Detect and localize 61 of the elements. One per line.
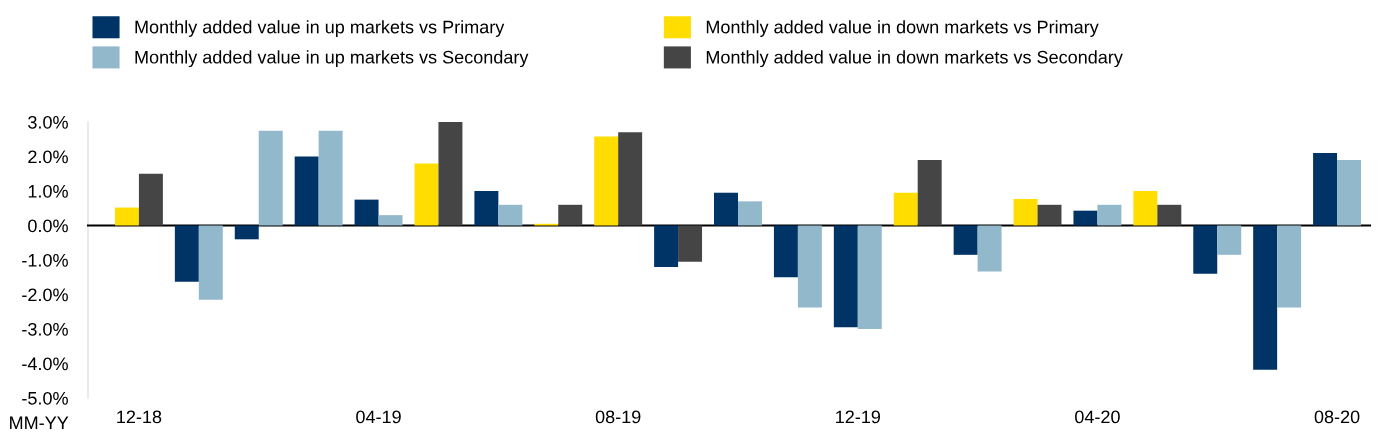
bar: [977, 225, 1002, 272]
bar: [1217, 225, 1242, 255]
y-tick-label: 2.0%: [28, 150, 68, 164]
x-tick-label: 04-20: [1075, 410, 1120, 424]
bar: [438, 122, 463, 226]
legend-label: Monthly added value in up markets vs Primary: [135, 20, 505, 37]
bar: [1193, 225, 1218, 274]
y-tick-label: -1.0%: [22, 253, 68, 267]
bar: [1013, 198, 1038, 226]
bar: [258, 130, 283, 226]
bar: [354, 199, 379, 226]
bar: [1277, 225, 1302, 308]
y-tick-label: -3.0%: [22, 322, 68, 336]
bar: [234, 225, 259, 240]
bar: [294, 156, 319, 226]
bar: [558, 204, 583, 226]
y-tick-label: 0.0%: [28, 219, 68, 233]
bar: [714, 192, 738, 226]
x-tick-label: 12-19: [836, 410, 881, 424]
bar: [378, 215, 403, 226]
bar: [773, 225, 798, 278]
bar: [198, 225, 223, 300]
bar: [1337, 159, 1362, 226]
legend-label: Monthly added value in down markets vs Secondary: [706, 50, 1123, 68]
bar: [1157, 204, 1182, 226]
bar: [1073, 210, 1098, 226]
bar: [857, 225, 882, 329]
bar: [618, 132, 643, 226]
bar: [114, 207, 139, 226]
bar: [654, 225, 679, 267]
y-tick-label: 3.0%: [28, 115, 68, 129]
legend-label: Monthly added value in down markets vs Primary: [706, 20, 1099, 37]
y-tick-label: -4.0%: [22, 357, 68, 371]
legend-label: Monthly added value in up markets vs Secondary: [135, 50, 529, 68]
y-tick-label: -2.0%: [22, 288, 68, 302]
bar: [594, 136, 619, 226]
x-axis-title: MM-YY: [10, 416, 69, 430]
bar: [474, 191, 499, 226]
bar: [498, 204, 523, 226]
y-tick-label: 1.0%: [28, 184, 68, 198]
bar: [1253, 225, 1278, 370]
bar: [318, 130, 343, 226]
x-tick-label: 12-18: [117, 410, 162, 424]
bar: [737, 201, 762, 226]
bar: [893, 192, 918, 226]
x-tick-label: 08-20: [1314, 410, 1360, 424]
bar: [797, 225, 822, 308]
bar: [1133, 191, 1158, 226]
bar: [917, 159, 942, 226]
bar: [1037, 204, 1062, 226]
bar: [1313, 153, 1338, 226]
bar: [138, 173, 163, 226]
bar: [414, 163, 439, 226]
bar: [833, 225, 858, 328]
bar: [678, 225, 703, 262]
x-tick-label: 04-19: [356, 410, 401, 424]
bar: [174, 225, 199, 282]
x-tick-label: 08-19: [595, 410, 641, 424]
y-tick-label: -5.0%: [22, 391, 68, 405]
bar: [1097, 204, 1122, 226]
bar: [953, 225, 978, 255]
